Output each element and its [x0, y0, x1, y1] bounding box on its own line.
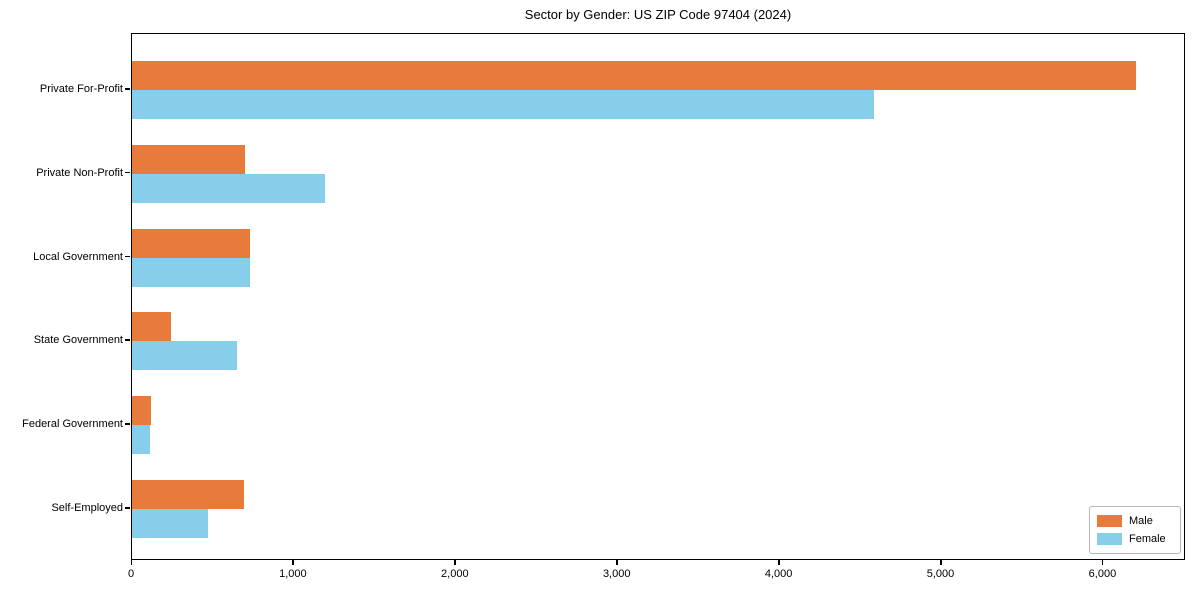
x-tick-mark [1101, 560, 1104, 565]
bar-female-self-employed [132, 509, 208, 538]
y-tick-label-federal-government: Federal Government [22, 418, 123, 431]
bar-male-local-government [132, 228, 250, 258]
bar-female-private-for-profit [132, 90, 874, 119]
bar-female-private-non-profit [132, 173, 325, 203]
x-tick-label-5-000: 5,000 [926, 568, 955, 580]
x-tick-label-4-000: 4,000 [764, 568, 793, 580]
y-tick-label-private-non-profit: Private Non-Profit [36, 166, 123, 179]
bar-female-state-government [132, 341, 237, 371]
y-tick-mark [125, 507, 130, 509]
y-tick-mark [125, 255, 130, 258]
x-tick-label-2-000: 2,000 [441, 568, 469, 580]
x-tick-mark [940, 560, 942, 565]
legend: Male Female [1089, 506, 1181, 554]
legend-swatch-female [1097, 533, 1122, 545]
y-tick-label-self-employed: Self-Employed [51, 502, 123, 514]
bar-male-state-government [132, 312, 171, 342]
bar-female-local-government [132, 257, 250, 287]
x-tick-label-3-000: 3,000 [602, 568, 631, 580]
plot-area [131, 33, 1185, 560]
y-tick-mark [125, 339, 130, 341]
y-tick-mark [125, 171, 130, 174]
x-tick-label-0: 0 [127, 568, 135, 580]
bar-male-self-employed [132, 480, 244, 509]
chart-title: Sector by Gender: US ZIP Code 97404 (202… [524, 7, 792, 22]
x-tick-label-6-000: 6,000 [1088, 568, 1117, 580]
legend-entry-male: Male [1097, 512, 1172, 530]
y-tick-label-local-government: Local Government [33, 250, 123, 263]
y-tick-label-state-government: State Government [33, 334, 123, 347]
bar-male-private-non-profit [132, 144, 245, 174]
x-tick-mark [130, 560, 132, 565]
x-tick-mark [454, 560, 456, 565]
legend-swatch-male [1097, 515, 1122, 527]
legend-entry-female: Female [1097, 530, 1172, 548]
bar-female-federal-government [132, 425, 150, 455]
y-tick-mark [125, 88, 130, 90]
bar-male-federal-government [132, 396, 151, 426]
x-tick-label-1-000: 1,000 [279, 568, 307, 580]
bar-male-private-for-profit [132, 61, 1136, 90]
legend-label-female: Female [1129, 533, 1166, 545]
x-tick-mark [616, 560, 618, 565]
y-tick-label-private-for-profit: Private For-Profit [39, 83, 123, 95]
legend-label-male: Male [1129, 515, 1153, 527]
x-tick-mark [778, 560, 780, 565]
x-tick-mark [292, 560, 294, 565]
y-tick-mark [125, 423, 130, 425]
